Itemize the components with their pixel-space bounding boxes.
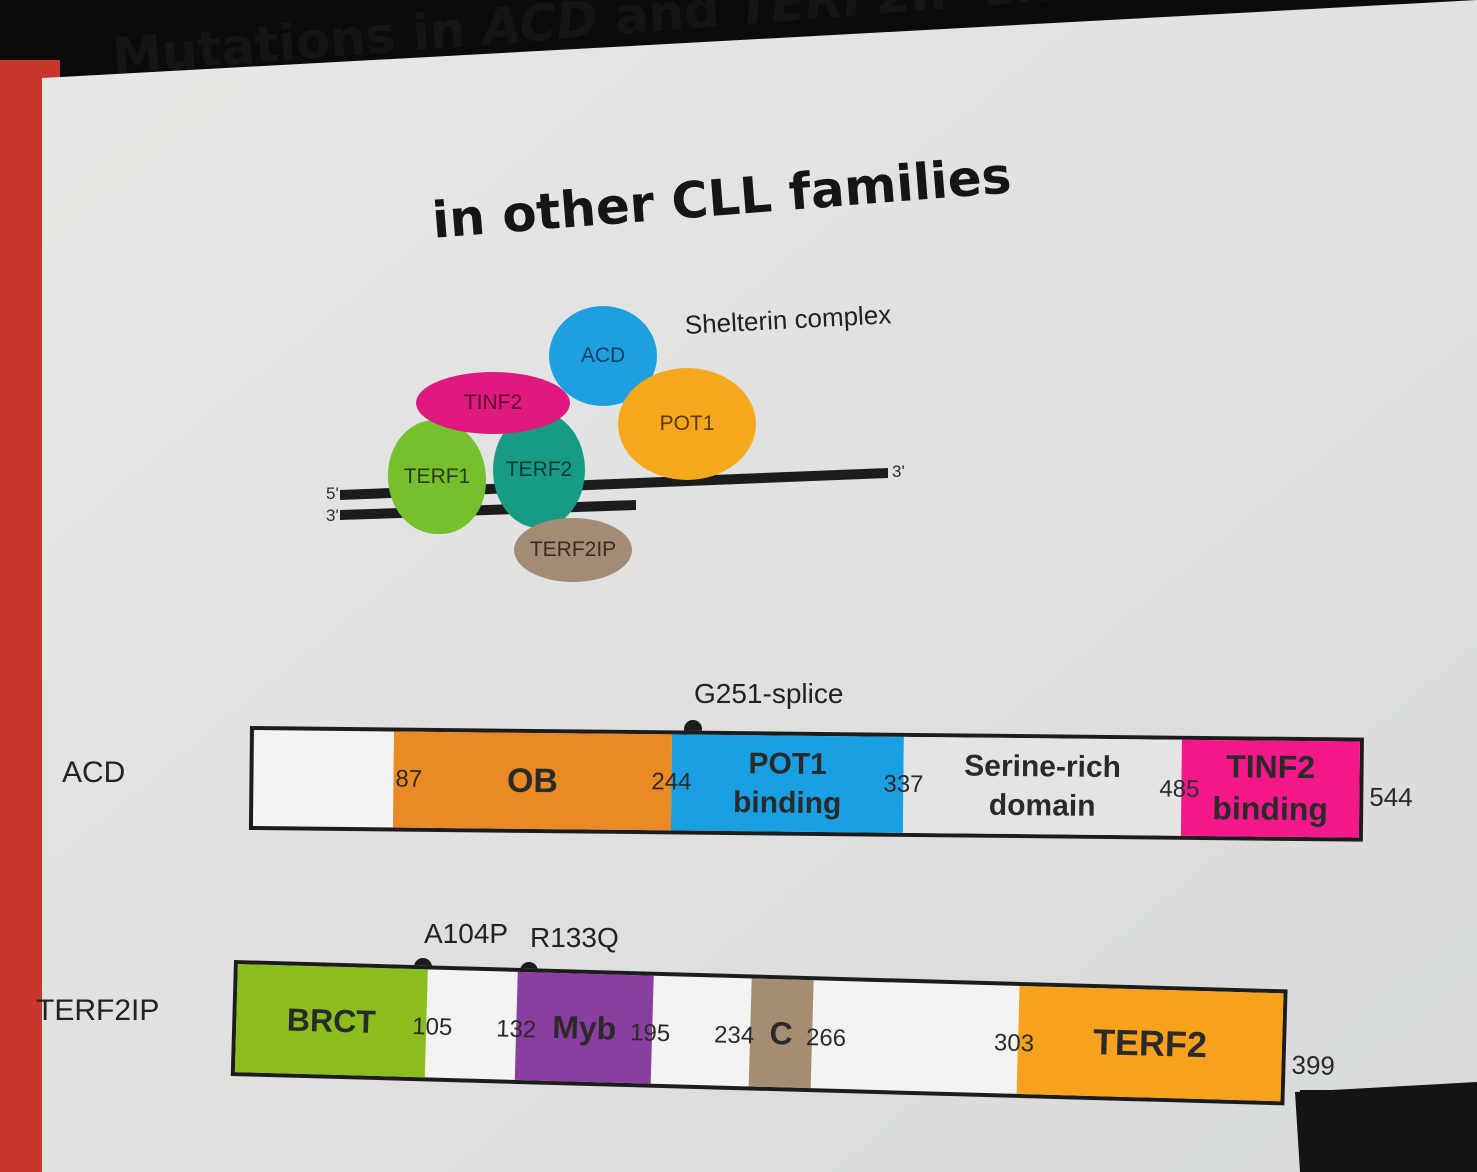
terf2ip-myb-label: Myb bbox=[551, 1008, 617, 1047]
tinf2-label: TINF2 bbox=[463, 391, 523, 414]
acd-serine-rich-domain: Serine-rich domain bbox=[902, 736, 1182, 836]
acd-pot1-binding-domain: POT1 binding bbox=[670, 734, 904, 833]
terf2ip-brct-domain: BRCT bbox=[234, 964, 428, 1078]
terf2ip-terf2-domain: TERF2 bbox=[1016, 985, 1284, 1102]
terf2ip-mutation-r133q-label: R133Q bbox=[530, 922, 619, 953]
acd-row-label: ACD bbox=[62, 756, 126, 789]
terf2ip-terf2-label: TERF2 bbox=[1092, 1021, 1208, 1066]
terf1-label: TERF1 bbox=[403, 465, 471, 488]
terf2ip-mutation-a104p-label: A104P bbox=[424, 918, 509, 949]
dna-3prime-end-label: 3' bbox=[892, 462, 905, 481]
terf2ip-pos-195: 195 bbox=[629, 1019, 671, 1048]
terf2ip-row-label: TERF2IP bbox=[36, 994, 160, 1027]
terf2-label: TERF2 bbox=[505, 458, 573, 481]
pot1-label: POT1 bbox=[659, 412, 715, 435]
terf2ip-c-label: C bbox=[769, 1014, 794, 1052]
terf2ip-pos-234: 234 bbox=[713, 1021, 755, 1050]
acd-pos-244: 244 bbox=[651, 768, 692, 796]
acd-ob-domain: OB bbox=[392, 731, 672, 831]
acd-tinf2-binding-label: TINF2 binding bbox=[1212, 748, 1329, 828]
acd-pos-544: 544 bbox=[1369, 781, 1413, 813]
terf2ip-pos-399: 399 bbox=[1291, 1049, 1336, 1081]
acd-tinf2-binding-domain: TINF2 binding bbox=[1180, 739, 1360, 838]
terf2ip-c-domain: C bbox=[748, 978, 814, 1089]
acd-mutation-label: G251-splice bbox=[694, 678, 844, 709]
tinf2-protein: TINF2 bbox=[416, 372, 570, 434]
acd-pos-485: 485 bbox=[1159, 775, 1200, 803]
acd-serine-rich-label: Serine-rich domain bbox=[964, 749, 1122, 823]
terf2ip-pos-132: 132 bbox=[495, 1015, 537, 1044]
acd-ob-label: OB bbox=[506, 761, 559, 800]
dna-bottom-strand bbox=[340, 500, 636, 520]
terf2ip-label: TERF2IP bbox=[529, 538, 617, 561]
acd-pos-87: 87 bbox=[395, 765, 423, 793]
terf2ip-pos-105: 105 bbox=[411, 1013, 453, 1042]
acd-protein-bar: OB POT1 binding Serine-rich domain TINF2… bbox=[248, 726, 1413, 842]
terf2ip-brct-label: BRCT bbox=[286, 1001, 377, 1040]
terf2ip-pos-266: 266 bbox=[805, 1024, 847, 1053]
dna-3prime-left-label: 3' bbox=[326, 506, 339, 525]
acd-pos-337: 337 bbox=[883, 770, 924, 799]
dna-5prime-label: 5' bbox=[326, 484, 339, 503]
terf2ip-protein: TERF2IP bbox=[514, 518, 632, 582]
acd-label: ACD bbox=[580, 344, 626, 367]
terf1-protein: TERF1 bbox=[388, 420, 486, 534]
acd-pot1-binding-label: POT1 binding bbox=[732, 747, 842, 821]
pot1-protein: POT1 bbox=[618, 368, 756, 480]
terf2ip-pos-303: 303 bbox=[993, 1029, 1035, 1058]
